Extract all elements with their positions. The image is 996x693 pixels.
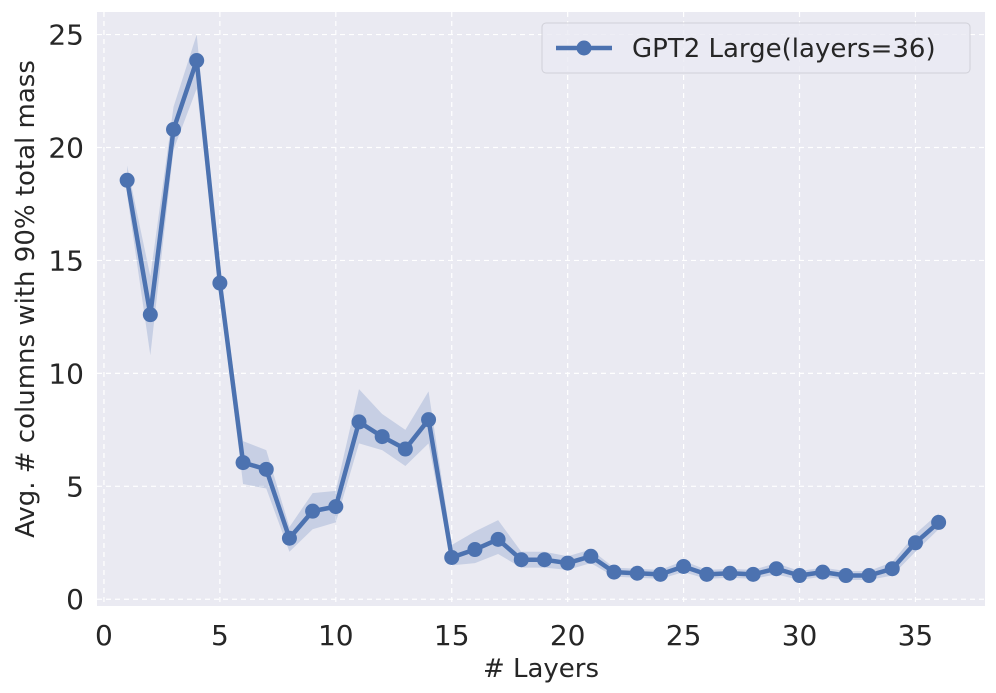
- data-point: [258, 461, 274, 477]
- data-point: [652, 566, 668, 582]
- y-tick-label: 20: [48, 132, 84, 165]
- data-point: [676, 558, 692, 574]
- x-tick-label: 30: [782, 619, 818, 652]
- data-point: [351, 414, 367, 430]
- data-point: [119, 172, 135, 188]
- y-tick-label: 15: [48, 244, 84, 277]
- data-point: [792, 568, 808, 584]
- x-tick-label: 35: [898, 619, 934, 652]
- legend-box: [541, 22, 971, 74]
- x-tick-label: 10: [318, 619, 354, 652]
- data-point: [629, 565, 645, 581]
- data-point: [722, 565, 738, 581]
- y-tick-label: 10: [48, 357, 84, 390]
- legend-label: GPT2 Large(layers=36): [632, 34, 936, 64]
- legend-marker: [576, 40, 592, 56]
- data-point: [328, 499, 344, 515]
- x-axis-label: # Layers: [483, 654, 599, 684]
- data-point: [583, 548, 599, 564]
- data-point: [374, 429, 390, 445]
- x-tick-label: 25: [666, 619, 702, 652]
- plot-background: [97, 12, 985, 606]
- y-axis-ticks: 0 5 10 15 20 25: [48, 19, 84, 617]
- x-tick-label: 15: [434, 619, 470, 652]
- y-tick-label: 0: [66, 583, 84, 616]
- data-point: [513, 552, 529, 568]
- data-point: [142, 307, 158, 323]
- x-tick-label: 5: [211, 619, 229, 652]
- data-point: [606, 564, 622, 580]
- data-point: [421, 412, 437, 428]
- data-point: [212, 275, 228, 291]
- data-point: [235, 455, 251, 471]
- y-axis-label: Avg. # columns with 90% total mass: [11, 60, 41, 538]
- data-point: [838, 568, 854, 584]
- data-point: [467, 542, 483, 558]
- data-point: [189, 53, 205, 69]
- x-axis-ticks: 0 5 10 15 20 25 30 35: [95, 619, 933, 652]
- data-point: [444, 549, 460, 565]
- data-point: [815, 564, 831, 580]
- data-point: [536, 552, 552, 568]
- data-point: [490, 531, 506, 547]
- data-point: [861, 568, 877, 584]
- y-tick-label: 25: [48, 19, 84, 52]
- x-tick-label: 0: [95, 619, 113, 652]
- data-point: [281, 530, 297, 546]
- data-point: [768, 561, 784, 577]
- data-point: [699, 566, 715, 582]
- data-point: [397, 441, 413, 457]
- y-tick-label: 5: [66, 470, 84, 503]
- data-point: [305, 503, 321, 519]
- data-point: [745, 566, 761, 582]
- data-point: [884, 561, 900, 577]
- series-points: [119, 53, 947, 584]
- legend: GPT2 Large(layers=36): [541, 22, 971, 74]
- data-point: [166, 121, 182, 137]
- data-point: [560, 555, 576, 571]
- data-point: [931, 514, 947, 530]
- data-point: [907, 535, 923, 551]
- x-tick-label: 20: [550, 619, 586, 652]
